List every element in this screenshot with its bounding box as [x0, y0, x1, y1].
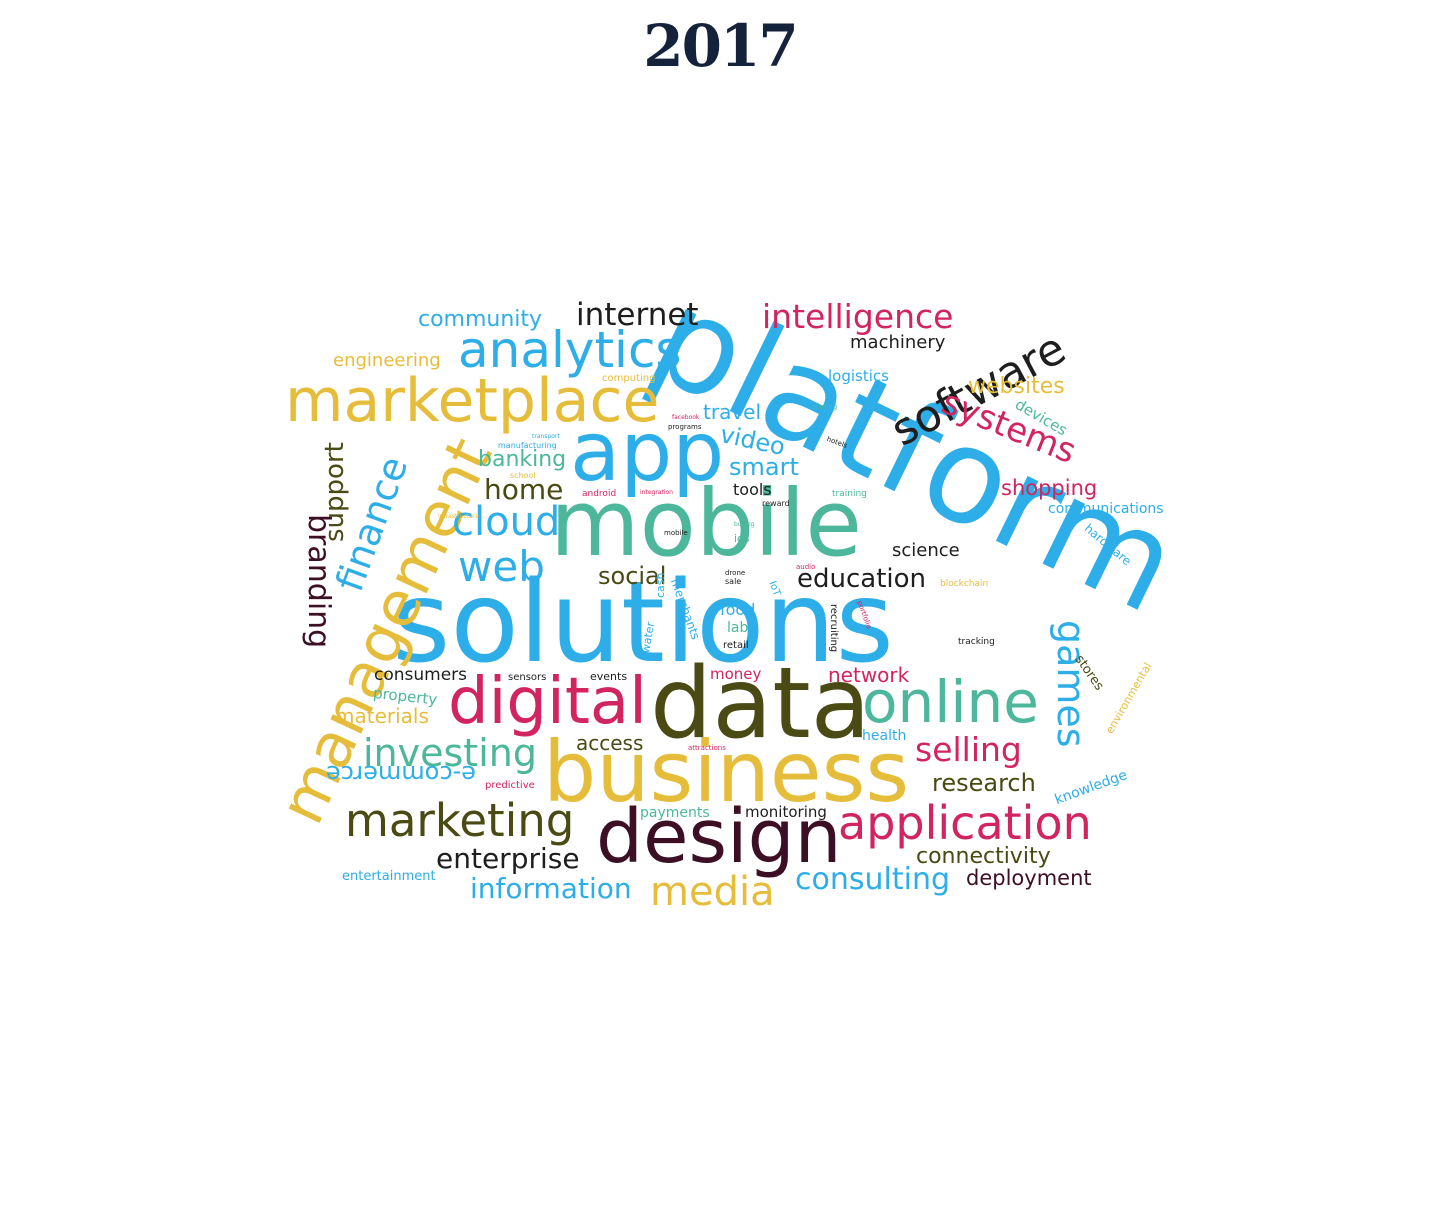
word-cloud-term: manufacturing: [498, 441, 557, 450]
word-cloud-term: selling: [915, 730, 1022, 769]
word-cloud-term: health: [862, 728, 907, 744]
word-cloud-term: social: [598, 562, 667, 590]
page-title: 2017: [643, 12, 798, 80]
word-cloud-term: connectivity: [916, 844, 1051, 869]
word-cloud-term: marketplace: [285, 366, 660, 436]
word-cloud-term: app: [570, 405, 725, 500]
word-cloud-term: environmental: [1103, 660, 1155, 736]
word-cloud-term: lab: [727, 620, 749, 636]
word-cloud-term: sensors: [508, 672, 547, 683]
word-cloud-term: shopping: [1001, 476, 1098, 500]
word-cloud-term: games: [1049, 620, 1093, 748]
word-cloud-term: banking: [478, 447, 567, 472]
word-cloud-term: school: [510, 471, 536, 480]
word-cloud-term: intelligence: [762, 297, 954, 336]
word-cloud-term: training: [832, 489, 867, 499]
word-cloud-term: community: [418, 307, 543, 332]
word-cloud-term: ios: [734, 532, 750, 545]
word-cloud-term: smart: [729, 453, 799, 481]
word-cloud-term: reward: [762, 499, 790, 508]
word-cloud-term: predictive: [485, 780, 535, 791]
word-cloud-term: computing: [602, 373, 656, 384]
word-cloud-term: education: [797, 564, 927, 594]
word-cloud-term: marketing: [345, 794, 575, 847]
word-cloud-term: money: [710, 665, 762, 683]
word-cloud-term: websites: [968, 374, 1065, 399]
word-cloud-term: food: [720, 600, 756, 619]
word-cloud-term: android: [582, 489, 617, 499]
word-cloud-term: audio: [796, 563, 816, 571]
word-cloud-term: tracking: [958, 637, 995, 647]
word-cloud-term: infrastructure: [438, 513, 479, 520]
word-cloud-term: facebook: [672, 414, 700, 421]
word-cloud-term: machinery: [850, 332, 946, 353]
word-cloud-term: retail: [723, 640, 749, 651]
word-cloud-term: payments: [640, 805, 710, 821]
word-cloud-term: media: [650, 869, 775, 915]
word-cloud-term: cloud: [452, 499, 561, 545]
word-cloud-term: entertainment: [342, 869, 436, 884]
word-cloud-term: mobile: [664, 529, 688, 537]
word-cloud-term: travel: [703, 400, 762, 424]
word-cloud-term: business: [543, 723, 910, 821]
word-cloud-term: data: [650, 647, 871, 761]
word-cloud-term: tools: [733, 480, 772, 499]
word-cloud-term: access: [576, 731, 644, 755]
word-cloud-term: analytics: [458, 321, 682, 379]
word-cloud-term: cash: [654, 572, 667, 599]
word-cloud-term: support: [320, 442, 350, 542]
word-cloud-term: consulting: [795, 862, 950, 897]
word-cloud-term: network: [828, 663, 910, 687]
word-cloud-term: investing: [363, 731, 537, 775]
word-cloud-term: integration: [640, 489, 673, 496]
word-cloud-term: home: [484, 473, 564, 506]
word-cloud-term: buying: [734, 521, 755, 528]
word-cloud-term: attractions: [688, 744, 726, 752]
word-cloud-term: e-commerce: [325, 760, 476, 788]
word-cloud-term: programs: [668, 423, 702, 431]
word-cloud-term: materials: [335, 704, 429, 728]
word-cloud-term: science: [892, 540, 960, 561]
word-cloud-term: research: [932, 769, 1036, 797]
word-cloud-term: drone: [725, 569, 746, 577]
word-cloud-term: engineering: [333, 350, 441, 371]
word-cloud-term: events: [590, 670, 628, 683]
word-cloud-term: blockchain: [940, 579, 989, 589]
word-cloud-term: deployment: [966, 866, 1092, 890]
word-cloud-term: design: [596, 794, 842, 880]
word-cloud-term: enterprise: [436, 842, 580, 875]
word-cloud-term: recruiting: [828, 604, 839, 653]
word-cloud-term: information: [470, 872, 632, 905]
word-cloud-term: mobile: [550, 470, 863, 577]
word-cloud-term: web: [458, 542, 545, 591]
word-cloud-term: logistics: [828, 367, 889, 385]
word-cloud-term: communications: [1048, 501, 1164, 517]
word-cloud-term: transport: [532, 433, 560, 440]
word-cloud-term: digital: [448, 665, 647, 739]
word-cloud-term: application: [838, 796, 1092, 850]
word-cloud-term: monitoring: [745, 803, 827, 821]
word-cloud-term: sale: [725, 577, 742, 586]
word-cloud-term: consumers: [374, 665, 468, 685]
word-cloud-term: online: [862, 668, 1039, 736]
word-cloud-term: solutions: [392, 558, 894, 688]
word-cloud-term: internet: [576, 297, 699, 333]
word-cloud-term: trading: [812, 403, 838, 411]
